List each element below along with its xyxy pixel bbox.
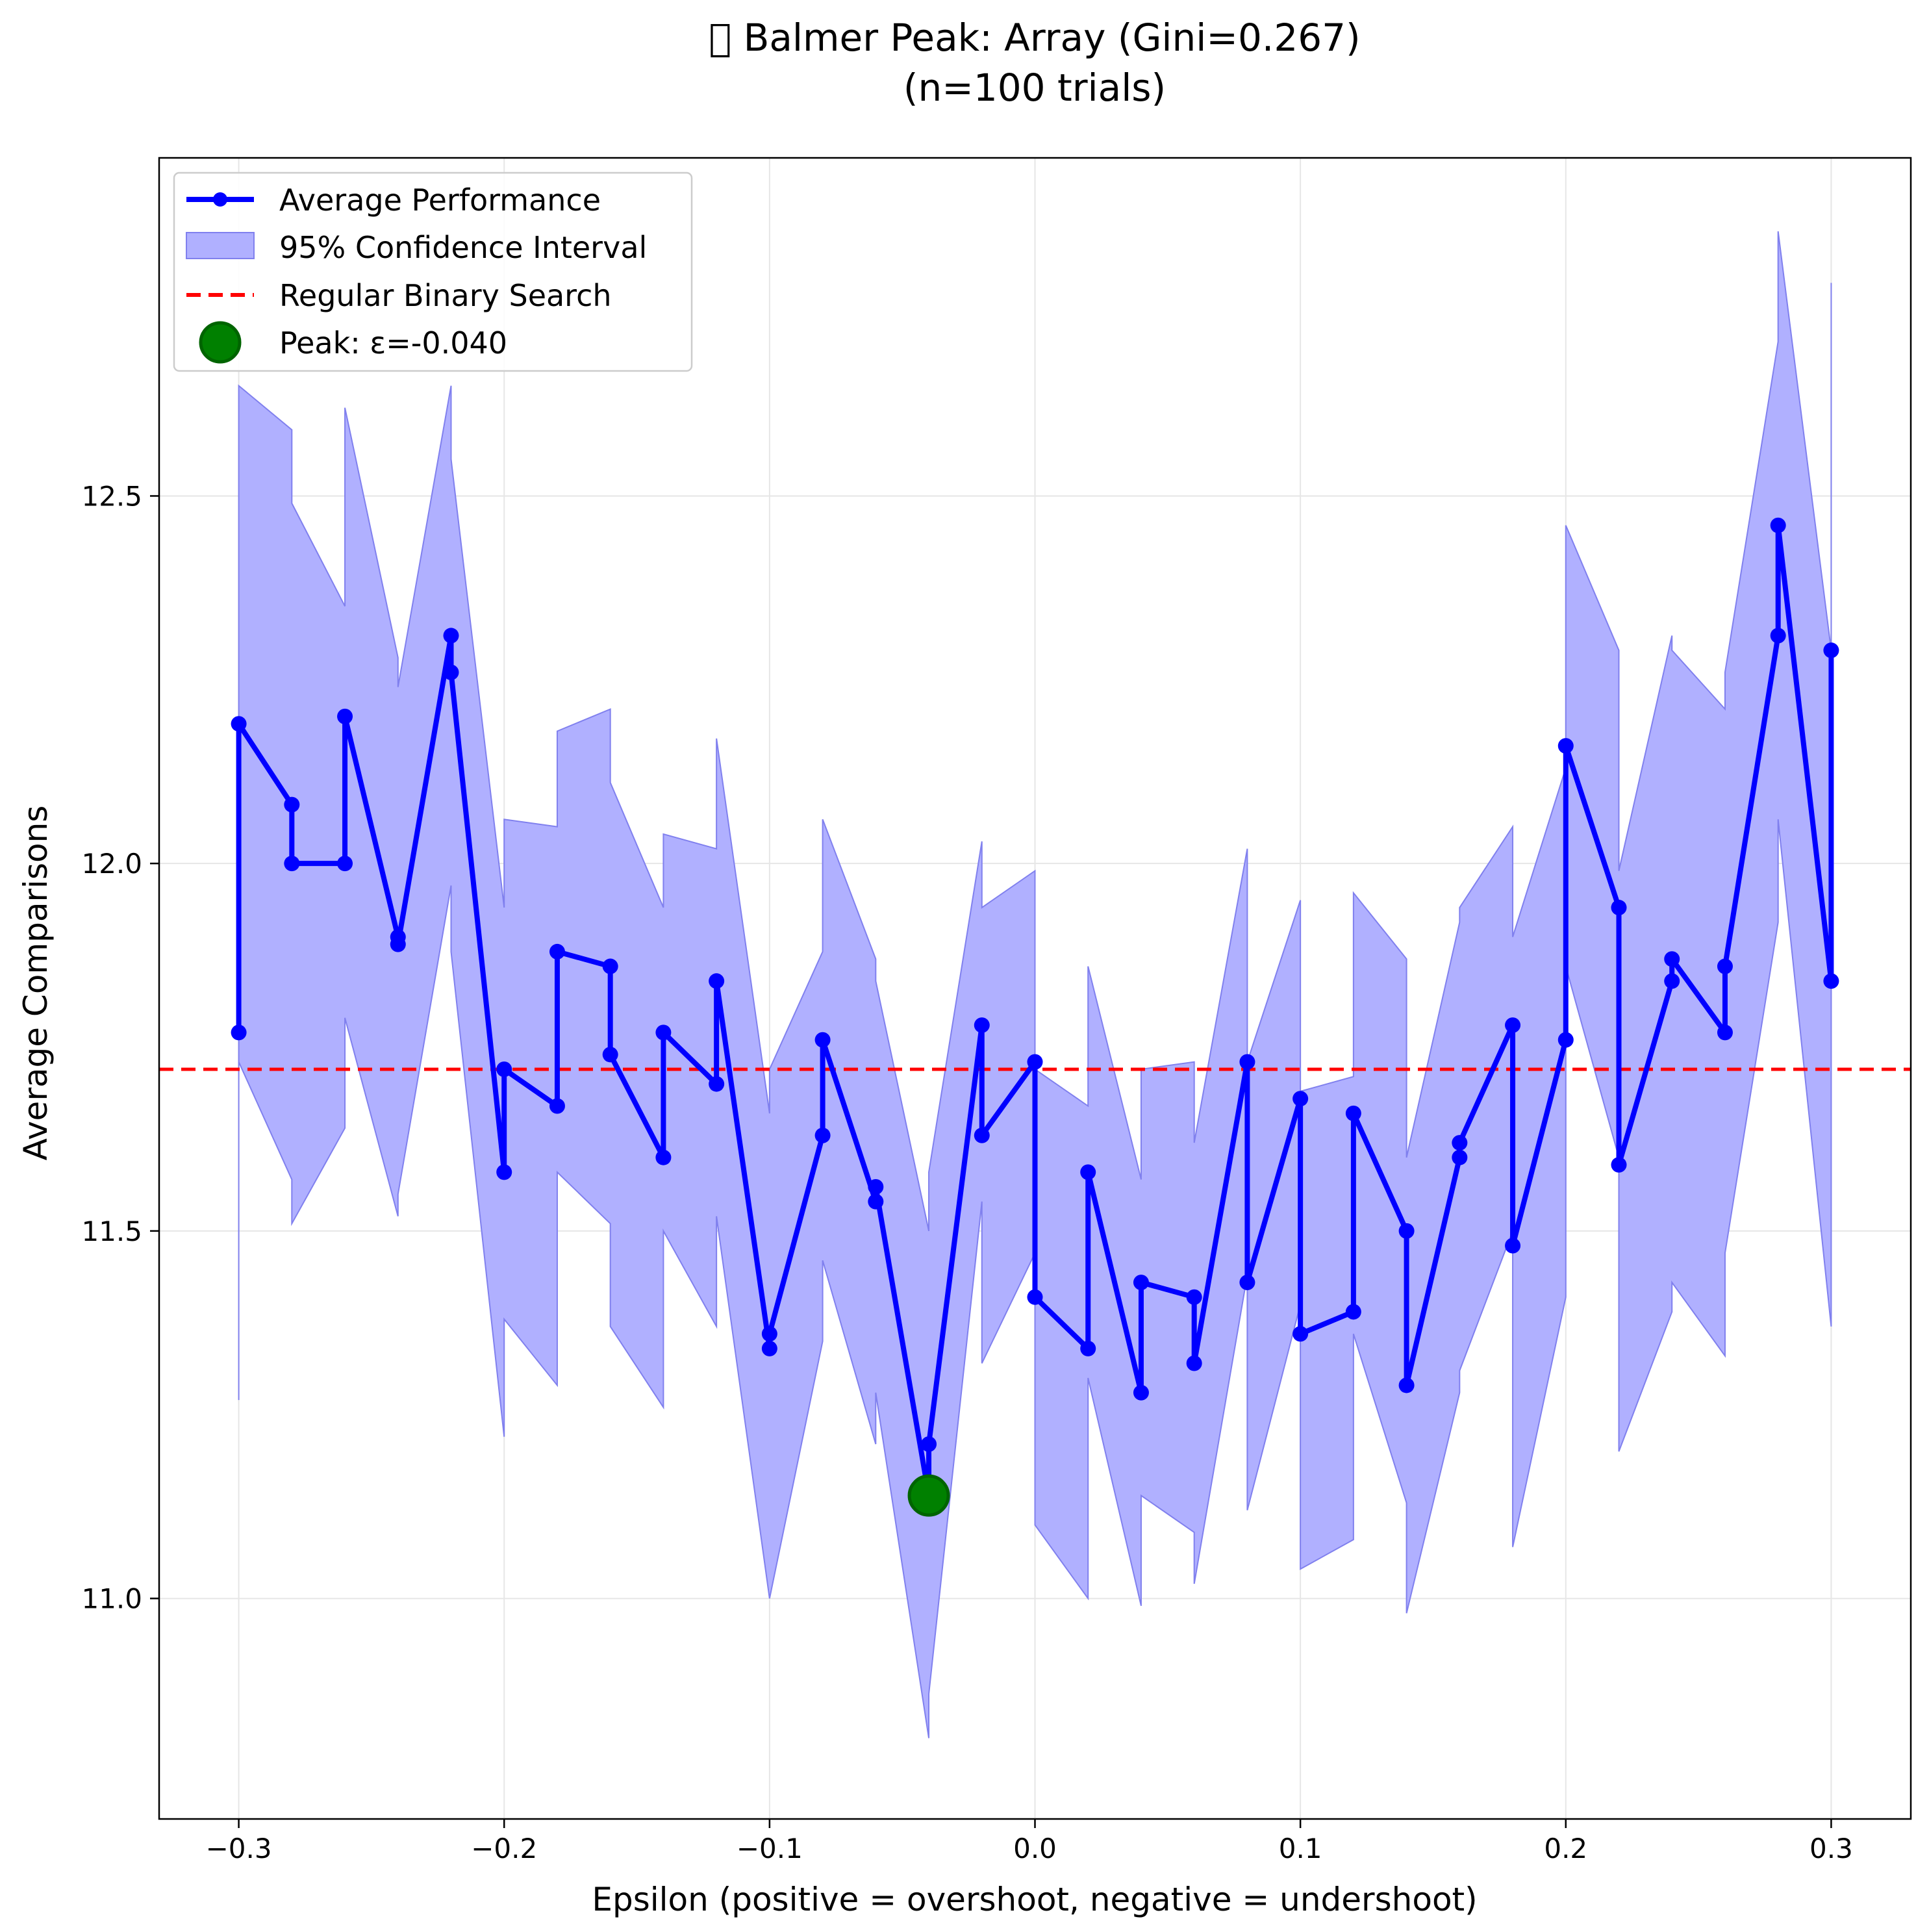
performance-point	[1027, 1054, 1043, 1070]
performance-point	[602, 958, 618, 974]
x-tick-label: −0.1	[737, 1833, 803, 1864]
legend-label-peak: Peak: ε=-0.040	[279, 325, 507, 361]
performance-point	[549, 1098, 565, 1114]
performance-point	[1770, 628, 1786, 644]
legend: Average Performance 95% Confidence Inter…	[173, 172, 693, 372]
performance-point	[390, 936, 406, 952]
performance-point	[814, 1032, 831, 1048]
performance-point	[1398, 1223, 1415, 1239]
performance-markers	[231, 517, 1839, 1504]
average-performance-line	[236, 522, 1834, 1499]
performance-point	[443, 664, 459, 680]
y-axis-label: Average Comparisons	[17, 806, 55, 1161]
performance-point	[1186, 1289, 1202, 1305]
performance-point	[1557, 1032, 1574, 1048]
x-axis-ticks: −0.3 −0.2 −0.1 0.0 0.1 0.2 0.3	[206, 1819, 1853, 1864]
legend-box	[173, 172, 693, 372]
legend-ci-swatch	[186, 232, 255, 259]
performance-point	[1345, 1304, 1361, 1320]
performance-point	[1770, 517, 1786, 533]
x-tick-label: 0.1	[1279, 1833, 1322, 1864]
performance-point	[1398, 1377, 1415, 1393]
performance-point	[1345, 1105, 1361, 1121]
performance-point	[1080, 1164, 1096, 1180]
x-tick-label: 0.3	[1809, 1833, 1853, 1864]
performance-point	[974, 1127, 990, 1143]
performance-point	[709, 973, 725, 989]
performance-point	[761, 1340, 777, 1356]
performance-point	[496, 1164, 512, 1180]
x-tick-label: −0.2	[471, 1833, 537, 1864]
performance-point	[496, 1061, 512, 1077]
performance-point	[1133, 1275, 1149, 1291]
performance-point	[974, 1017, 990, 1034]
performance-point	[1505, 1238, 1521, 1254]
performance-point	[443, 628, 459, 644]
performance-point	[921, 1436, 937, 1452]
performance-point	[1452, 1135, 1468, 1151]
confidence-interval-band	[238, 231, 1832, 1738]
performance-point	[1611, 1157, 1627, 1173]
legend-label-baseline: Regular Binary Search	[279, 278, 612, 313]
legend-marker-sample	[213, 192, 227, 207]
performance-point	[1823, 642, 1839, 659]
legend-label-average: Average Performance	[279, 183, 601, 218]
performance-point	[1717, 1024, 1733, 1041]
performance-point	[761, 1326, 777, 1342]
performance-point	[1027, 1289, 1043, 1305]
performance-point	[337, 856, 353, 872]
performance-point	[1292, 1326, 1309, 1342]
performance-point	[337, 708, 353, 724]
x-tick-label: 0.2	[1544, 1833, 1587, 1864]
performance-point	[1717, 958, 1733, 974]
legend-label-ci: 95% Confidence Interval	[279, 230, 647, 265]
performance-point	[868, 1193, 884, 1210]
performance-point	[655, 1149, 672, 1165]
performance-point	[284, 796, 300, 813]
performance-point	[1664, 973, 1680, 989]
peak-marker	[907, 1474, 950, 1517]
performance-point	[814, 1127, 831, 1143]
performance-point	[1239, 1054, 1255, 1070]
performance-point	[602, 1047, 618, 1063]
performance-point	[1505, 1017, 1521, 1034]
performance-point	[231, 716, 247, 732]
performance-point	[1823, 973, 1839, 989]
performance-point	[549, 943, 565, 960]
performance-point	[868, 1178, 884, 1195]
performance-point	[709, 1076, 725, 1092]
y-tick-label: 11.0	[81, 1583, 142, 1615]
performance-point	[655, 1024, 672, 1041]
legend-peak-sample	[199, 321, 242, 364]
performance-point	[1452, 1149, 1468, 1165]
performance-point	[284, 856, 300, 872]
y-tick-label: 12.5	[81, 480, 142, 512]
performance-point	[1664, 951, 1680, 967]
performance-point	[1133, 1384, 1149, 1401]
chart-subtitle: (n=100 trials)	[903, 66, 1166, 110]
performance-point	[1292, 1091, 1309, 1107]
chart-title:   Balmer Peak: Array (Gini=0.267)	[709, 16, 1360, 60]
performance-point	[1611, 900, 1627, 916]
x-tick-label: 0.0	[1013, 1833, 1057, 1864]
y-axis-ticks: 11.0 11.5 12.0 12.5	[81, 480, 159, 1615]
performance-point	[231, 1024, 247, 1041]
y-tick-label: 11.5	[81, 1215, 142, 1247]
performance-point	[1186, 1355, 1202, 1371]
y-tick-label: 12.0	[81, 848, 142, 880]
x-axis-label: Epsilon (positive = overshoot, negative …	[592, 1881, 1477, 1918]
performance-point	[1557, 738, 1574, 754]
x-tick-label: −0.3	[206, 1833, 272, 1864]
performance-point	[1239, 1275, 1255, 1291]
performance-point	[1080, 1340, 1096, 1356]
